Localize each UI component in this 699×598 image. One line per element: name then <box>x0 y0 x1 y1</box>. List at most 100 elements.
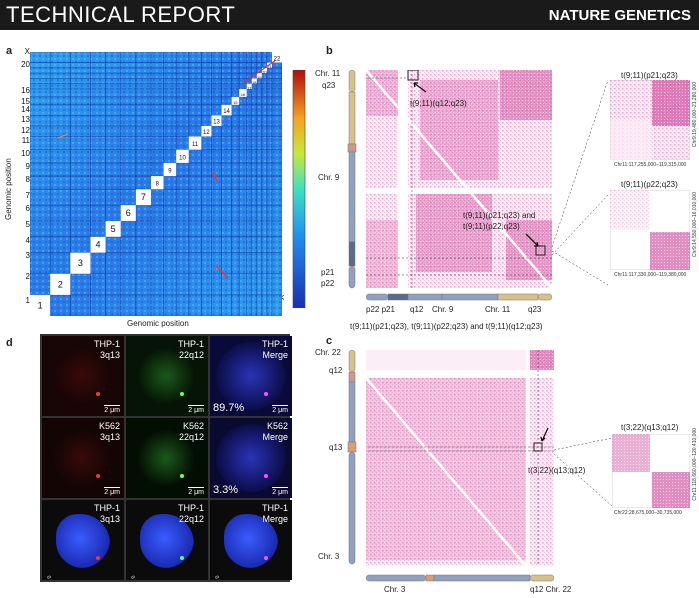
diagonal-block-label: 3 <box>78 258 83 268</box>
panel-c-bottom-chr22: q12 Chr. 22 <box>530 585 572 594</box>
scale-bar: 2 μm <box>104 405 120 414</box>
panel-b-left-ideogram <box>347 70 357 289</box>
probe-label: 3q13 <box>99 432 120 442</box>
percentage-label: 3.3% <box>213 484 239 496</box>
diagonal-block <box>105 220 121 237</box>
panel-b-bottom-q23: q23 <box>528 305 542 314</box>
panel-a-ytick: 20 <box>21 60 30 70</box>
fish-signal-dot <box>180 392 184 396</box>
microscopy-cell-label: THP-1 3q13 <box>94 339 120 361</box>
scale-bar: 2 μm <box>188 405 204 414</box>
cell-line-label: K562 <box>182 421 204 431</box>
panel-b-inset1-bottom: Chr11:117,255,000–119,315,000 <box>614 162 687 168</box>
panel-a-ytick: 14 <box>21 104 30 114</box>
header-right-title: NATURE GENETICS <box>548 7 691 24</box>
panel-a-xlabel: Genomic position <box>127 319 189 328</box>
nucleus-blob <box>52 430 112 486</box>
diagonal-block-label: 14 <box>223 109 230 115</box>
scale-bar: 2 μm <box>104 487 120 496</box>
probe-label: 22q12 <box>178 432 204 442</box>
panel-c-callout: t(3;22)(q13;q12) <box>528 466 586 475</box>
panel-c-inset-side: Chr11:118,660,000–120,410,000 <box>692 428 698 501</box>
panel-a-ytick: 1 <box>25 295 30 305</box>
probe-label: Merge <box>262 432 288 442</box>
diagonal-block-label: 17 <box>247 85 252 90</box>
panel-a-ytick: 7 <box>25 191 30 201</box>
microscopy-cell-label: K562 3q13 <box>99 421 120 443</box>
diagonal-block-label: 2 <box>58 279 63 289</box>
panel-b-inset2-bottom: Chr11:117,330,000–119,380,000 <box>614 272 687 278</box>
microscopy-cell-label: K562 Merge <box>262 421 288 443</box>
diagonal-block <box>176 149 189 163</box>
diagonal-block-label: 21 <box>267 64 272 69</box>
diagonal-block <box>120 205 136 221</box>
panel-b-q23-top-label: q23 <box>322 81 336 90</box>
panel-c-inset-map <box>612 434 690 508</box>
nucleus-blob <box>216 424 286 492</box>
nucleus-blob <box>140 514 194 568</box>
nucleus-blob <box>224 514 278 568</box>
panel-b-callout-top: t(9;11)(q12;q23) <box>410 99 467 108</box>
panel-b-chr9-label: Chr. 9 <box>318 173 340 182</box>
microscopy-cell: K562 Merge 2 μm 3.3% <box>210 418 292 498</box>
diagonal-block-label: 9 <box>168 168 172 174</box>
percentage-label: 89.7% <box>213 402 245 414</box>
diagonal-block <box>50 273 71 295</box>
fish-signal-dot <box>264 556 268 560</box>
panel-c-chr22-label: Chr. 22 <box>315 348 341 357</box>
diagonal-block-label: 16 <box>241 92 246 97</box>
header-left-title: TECHNICAL REPORT <box>6 2 236 27</box>
probe-label: Merge <box>262 514 288 524</box>
fish-signal-dot <box>180 474 184 478</box>
translocation-signal-left <box>57 133 69 139</box>
diagonal-block-label: 1 <box>38 300 43 310</box>
diagonal-block-label: 18 <box>252 80 257 85</box>
cell-line-label: K562 <box>266 421 288 431</box>
probe-label: 22q12 <box>178 350 204 360</box>
fish-signal-dot <box>264 392 268 396</box>
axis-3d-scale: 0 1 2 3 4 5 6 7 8 μm <box>45 575 66 580</box>
diagonal-block <box>239 88 247 97</box>
panel-a-ytick: 5 <box>25 219 30 229</box>
diagonal-block <box>163 162 177 177</box>
panel-a-ytick: 9 <box>25 162 30 172</box>
diagonal-block-label: 20 <box>262 69 267 74</box>
panel-c-inset-title: t(3;22)(q13;q12) <box>621 423 679 432</box>
panel-b-bottom-q12: q12 <box>410 305 424 314</box>
nucleus-blob <box>52 348 112 404</box>
panel-b-inset1-map <box>610 80 690 160</box>
panel-b-inset-guides <box>551 79 609 286</box>
microscopy-cell: K562 22q12 2 μm <box>126 418 208 498</box>
diagonal-block <box>150 176 164 190</box>
axis-3d-scale: 0 1 2 3 4 5 6 7 8 μm <box>213 575 234 580</box>
nucleus-blob <box>216 342 286 410</box>
diagonal-block-label: 5 <box>111 224 116 234</box>
diagonal-block <box>261 67 267 74</box>
panel-c-q13-label: q13 <box>329 443 343 452</box>
panel-b-bottom-chr11: Chr. 11 <box>485 305 511 314</box>
panel-b-inset2-side: Chr9:14,550,000–16,010,000 <box>692 192 698 258</box>
panel-a-ytick: 12 <box>21 125 30 135</box>
microscopy-cell: K562 3q13 2 μm <box>42 418 124 498</box>
microscopy-cell-label: THP-1 3q13 <box>94 503 120 525</box>
panel-b-callout-bottom-1: t(9;11)(p21;q23) and <box>463 211 536 220</box>
panel-a-ytick: X <box>24 47 30 56</box>
nucleus-blob <box>136 430 196 486</box>
diagonal-block <box>231 96 240 105</box>
panel-a-ytick: 8 <box>25 175 30 185</box>
probe-label: 3q13 <box>99 350 120 360</box>
panel-a-colorbar <box>292 70 306 308</box>
diagonal-block <box>201 125 212 137</box>
microscopy-cell-label: THP-1 22q12 <box>178 339 204 361</box>
panel-a-ytick: 4 <box>25 235 30 245</box>
microscopy-cell: THP-1 22q12 2 μm <box>126 336 208 416</box>
microscopy-cell-label: THP-1 Merge <box>262 503 288 525</box>
panel-a-label: a <box>6 45 13 57</box>
panel-b-caption: t(9;11)(p21;q23), t(9;11)(p22;q23) and t… <box>350 322 543 331</box>
panel-b-bottom-ideogram <box>366 293 552 301</box>
panel-b-chr11-label: Chr. 11 <box>315 69 341 78</box>
translocation-signal-low <box>215 265 229 279</box>
